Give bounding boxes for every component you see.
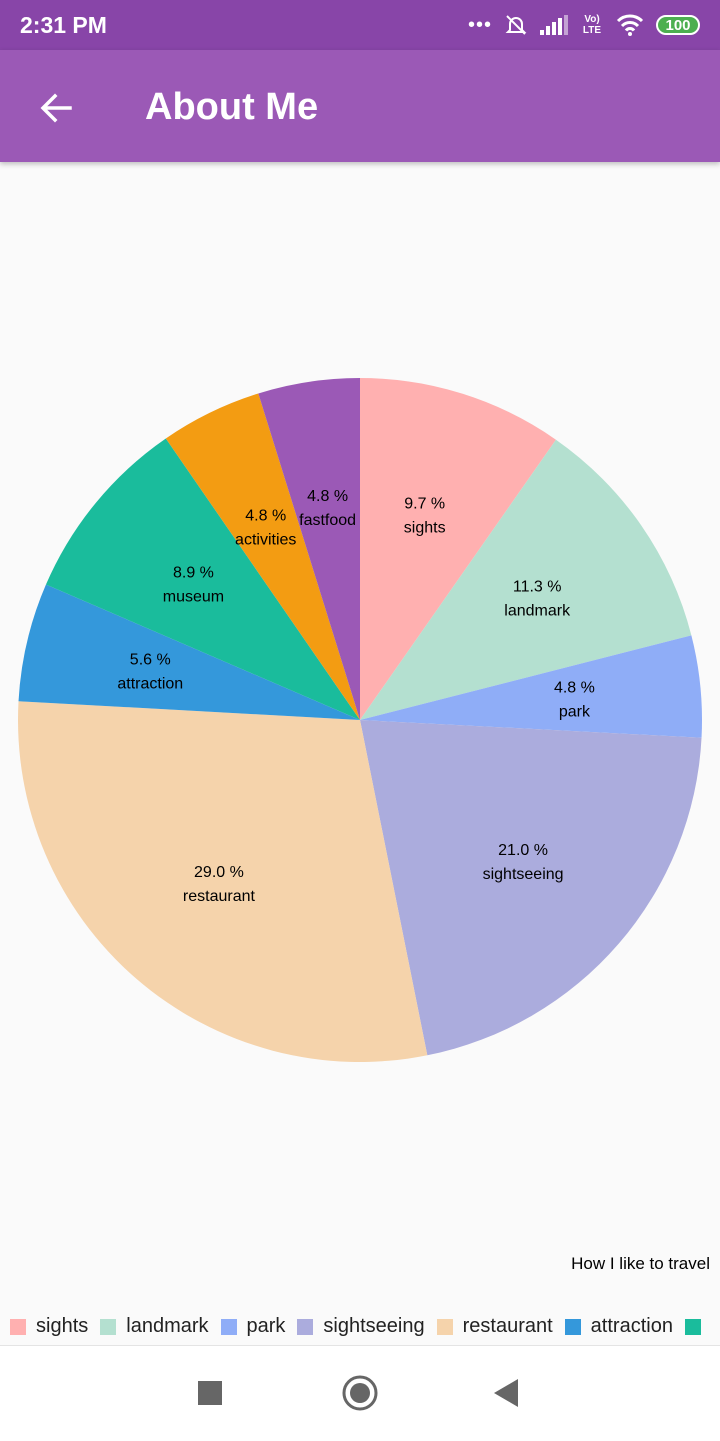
legend-item: restaurant — [436, 1315, 553, 1338]
slice-category-label: fastfood — [299, 512, 356, 529]
status-icons: ••• Vo) LTE 100 — [468, 10, 700, 40]
legend-item: landmark — [100, 1315, 209, 1338]
legend-label: sightseeing — [323, 1315, 425, 1337]
slice-category-label: activities — [235, 531, 296, 548]
legend-swatch — [297, 1318, 314, 1335]
legend-swatch — [564, 1318, 581, 1335]
square-icon — [198, 1381, 222, 1405]
status-bar: 2:31 PM ••• Vo) LTE 100 — [0, 0, 720, 50]
pie-slice-park[interactable] — [360, 635, 702, 738]
navigation-bar — [0, 1345, 720, 1441]
slice-value-label: 4.8 % — [554, 680, 595, 697]
slice-value-label: 8.9 % — [173, 564, 214, 581]
pie-slice-sights[interactable] — [360, 378, 556, 720]
slice-category-label: restaurant — [183, 888, 256, 905]
app-bar: About Me — [0, 50, 720, 162]
slice-value-label: 5.6 % — [130, 652, 171, 669]
slice-value-label: 21.0 % — [498, 842, 548, 859]
battery-icon: 100 — [656, 15, 700, 35]
pie-slice-sightseeing[interactable] — [360, 720, 702, 1056]
triangle-back-icon — [494, 1379, 518, 1407]
slice-category-label: museum — [163, 588, 224, 605]
lte-icon: Vo) LTE — [582, 14, 602, 36]
legend-swatch — [10, 1318, 26, 1335]
wifi-icon — [616, 14, 644, 36]
more-dots-icon: ••• — [467, 13, 492, 36]
recents-button[interactable] — [198, 1381, 222, 1410]
pie-slice-restaurant[interactable] — [17, 701, 428, 1062]
legend-swatch — [684, 1318, 701, 1335]
slice-value-label: 9.7 % — [404, 495, 445, 512]
legend-label: attraction — [590, 1315, 673, 1337]
status-time: 2:31 PM — [20, 12, 107, 38]
signal-icon — [540, 15, 568, 35]
muted-bell-icon — [504, 13, 528, 37]
legend-item: park — [220, 1315, 286, 1338]
pie-slice-museum[interactable] — [45, 438, 360, 720]
slice-value-label: 4.8 % — [307, 488, 348, 505]
legend-item — [684, 1318, 711, 1335]
pie-slice-activities[interactable] — [165, 393, 360, 720]
legend-item: sightseeing — [297, 1315, 425, 1338]
legend-item: attraction — [564, 1315, 673, 1338]
slice-category-label: attraction — [117, 676, 183, 693]
slice-category-label: sights — [404, 519, 446, 536]
legend-item: sights — [10, 1315, 88, 1338]
slice-category-label: landmark — [504, 602, 571, 619]
legend-label: restaurant — [462, 1315, 553, 1337]
legend-label: sights — [36, 1315, 89, 1337]
slice-category-label: sightseeing — [483, 866, 564, 883]
slice-value-label: 11.3 % — [513, 578, 562, 595]
pie-slice-attraction[interactable] — [18, 584, 361, 720]
slice-value-label: 29.0 % — [194, 864, 244, 881]
circle-icon — [342, 1375, 378, 1411]
chart-legend: sights landmark park sightseeing restaurant a… — [0, 1315, 720, 1345]
pie-slice-landmark[interactable] — [360, 439, 692, 720]
back-arrow-icon — [40, 93, 72, 123]
legend-swatch — [436, 1318, 453, 1335]
legend-label: park — [246, 1315, 286, 1337]
back-nav-button[interactable] — [494, 1379, 518, 1412]
chart-description: How I like to travel — [571, 1254, 710, 1273]
slice-value-label: 4.8 % — [245, 507, 286, 524]
home-button[interactable] — [341, 1374, 379, 1417]
legend-label: landmark — [126, 1315, 209, 1337]
pie-chart[interactable]: 9.7 % sights 11.3 % landmark 4.8 % park 21.0 %… — [0, 162, 720, 1252]
slice-category-label: park — [559, 704, 591, 721]
legend-swatch — [100, 1318, 117, 1335]
legend-swatch — [220, 1318, 237, 1335]
back-button[interactable] — [32, 84, 80, 132]
page-title: About Me — [145, 86, 319, 128]
pie-slice-fastfood[interactable] — [258, 378, 360, 720]
